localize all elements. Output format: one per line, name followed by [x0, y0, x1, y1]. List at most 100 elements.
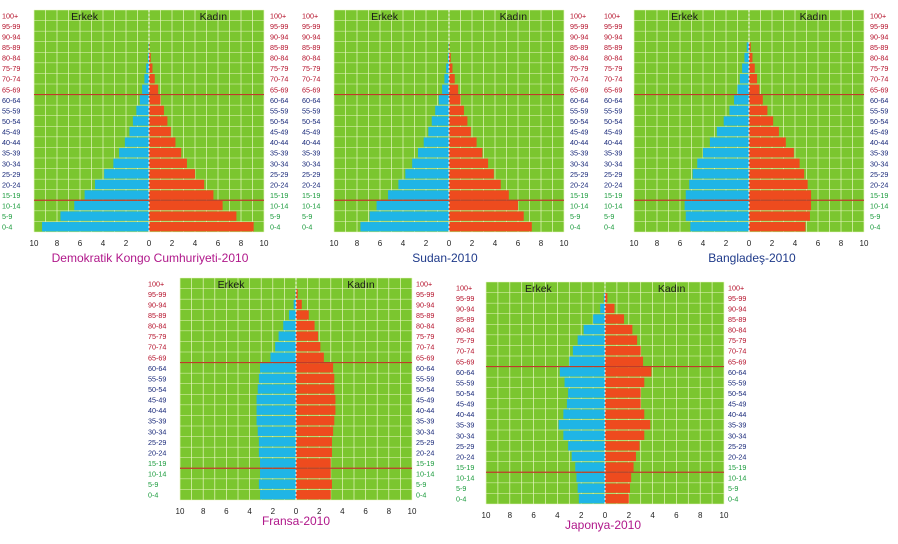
age-label-left: 20-24 — [148, 448, 166, 457]
female-bar-80-84 — [749, 52, 753, 63]
age-label-left: 30-34 — [456, 431, 474, 440]
age-label-right: 75-79 — [870, 64, 888, 73]
age-label-left: 20-24 — [2, 180, 20, 189]
x-tick-label: 6 — [378, 239, 383, 248]
age-label-right: 90-94 — [570, 32, 588, 41]
female-bar-45-49 — [449, 126, 471, 137]
age-label-left: 80-84 — [2, 54, 20, 63]
male-bar-10-14 — [260, 468, 296, 479]
age-label-right: 65-69 — [870, 85, 888, 94]
age-label-left: 10-14 — [2, 202, 20, 211]
female-header: Kadın — [500, 11, 528, 23]
age-label-left: 25-29 — [604, 170, 622, 179]
age-label-right: 5-9 — [416, 480, 426, 489]
age-label-right: 10-14 — [416, 470, 434, 479]
female-bar-75-79 — [749, 63, 755, 73]
age-label-left: 15-19 — [456, 463, 474, 472]
age-label-right: 75-79 — [416, 332, 434, 341]
female-bar-5-9 — [149, 211, 237, 221]
male-bar-85-89 — [746, 42, 749, 52]
age-label-left: 10-14 — [604, 202, 622, 211]
male-bar-10-14 — [684, 200, 749, 211]
male-bar-90-94 — [600, 303, 605, 314]
x-tick-label: 0 — [603, 511, 608, 520]
x-tick-label: 2 — [317, 507, 322, 516]
age-label-left: 70-74 — [2, 75, 20, 84]
male-bar-20-24 — [398, 179, 449, 190]
female-bar-0-4 — [605, 494, 629, 504]
age-label-right: 85-89 — [870, 43, 888, 52]
age-label-left: 100+ — [302, 11, 318, 20]
female-bar-50-54 — [296, 384, 335, 394]
x-tick-label: 6 — [78, 239, 83, 248]
male-bar-30-34 — [697, 158, 749, 168]
age-label-right: 75-79 — [570, 64, 588, 73]
chart-title: Japonya-2010 — [565, 518, 641, 532]
male-bar-25-29 — [692, 169, 749, 179]
age-label-left: 60-64 — [148, 364, 166, 373]
age-label-right: 50-54 — [270, 117, 288, 126]
male-bar-60-64 — [438, 95, 449, 105]
female-bar-60-64 — [749, 95, 763, 105]
male-header: Erkek — [71, 11, 99, 23]
age-label-right: 60-64 — [416, 364, 434, 373]
age-label-left: 100+ — [456, 283, 472, 292]
age-label-right: 25-29 — [570, 170, 588, 179]
x-tick-label: 8 — [239, 239, 244, 248]
male-bar-75-79 — [577, 335, 605, 345]
age-label-right: 50-54 — [728, 389, 746, 398]
age-label-left: 5-9 — [2, 212, 12, 221]
age-label-left: 15-19 — [148, 459, 166, 468]
age-label-right: 55-59 — [416, 374, 434, 383]
female-bar-60-64 — [605, 367, 652, 377]
male-bar-15-19 — [260, 458, 296, 468]
male-bar-65-69 — [737, 84, 749, 94]
female-bar-55-59 — [449, 105, 464, 116]
age-label-right: 50-54 — [570, 117, 588, 126]
age-label-left: 35-39 — [456, 421, 474, 430]
female-bar-70-74 — [449, 74, 455, 84]
male-bar-75-79 — [278, 331, 296, 341]
age-label-right: 35-39 — [570, 149, 588, 158]
male-bar-55-59 — [136, 105, 149, 116]
age-label-left: 15-19 — [302, 191, 320, 200]
chart-title: Bangladeş-2010 — [708, 251, 796, 265]
x-tick-label: 2 — [470, 239, 475, 248]
male-bar-15-19 — [575, 462, 605, 472]
age-label-left: 25-29 — [302, 170, 320, 179]
age-label-right: 85-89 — [270, 43, 288, 52]
x-tick-label: 2 — [271, 507, 276, 516]
age-label-left: 5-9 — [604, 212, 614, 221]
male-bar-25-29 — [104, 169, 149, 179]
x-tick-label: 6 — [216, 239, 221, 248]
age-label-right: 5-9 — [270, 212, 280, 221]
x-tick-label: 4 — [247, 507, 252, 516]
female-bar-50-54 — [749, 116, 774, 126]
female-bar-15-19 — [749, 190, 812, 200]
male-bar-70-74 — [444, 74, 449, 84]
age-label-right: 100+ — [416, 279, 432, 288]
chart-title: Fransa-2010 — [262, 514, 330, 528]
age-label-right: 30-34 — [270, 159, 288, 168]
female-bar-30-34 — [449, 158, 489, 168]
male-bar-65-69 — [142, 84, 149, 94]
age-label-right: 60-64 — [270, 96, 288, 105]
male-bar-60-64 — [260, 363, 296, 373]
age-label-right: 60-64 — [870, 96, 888, 105]
female-bar-35-39 — [296, 416, 335, 426]
age-label-left: 70-74 — [302, 75, 320, 84]
female-bar-85-89 — [605, 314, 625, 324]
female-bar-0-4 — [749, 222, 806, 232]
female-bar-35-39 — [749, 148, 794, 158]
age-label-right: 70-74 — [270, 75, 288, 84]
age-label-left: 100+ — [604, 11, 620, 20]
age-label-right: 0-4 — [416, 491, 426, 500]
female-bar-85-89 — [296, 310, 309, 320]
age-label-left: 80-84 — [604, 54, 622, 63]
male-bar-45-49 — [129, 126, 149, 137]
male-bar-55-59 — [435, 105, 449, 116]
age-label-right: 90-94 — [270, 32, 288, 41]
chart-title: Sudan-2010 — [412, 251, 478, 265]
